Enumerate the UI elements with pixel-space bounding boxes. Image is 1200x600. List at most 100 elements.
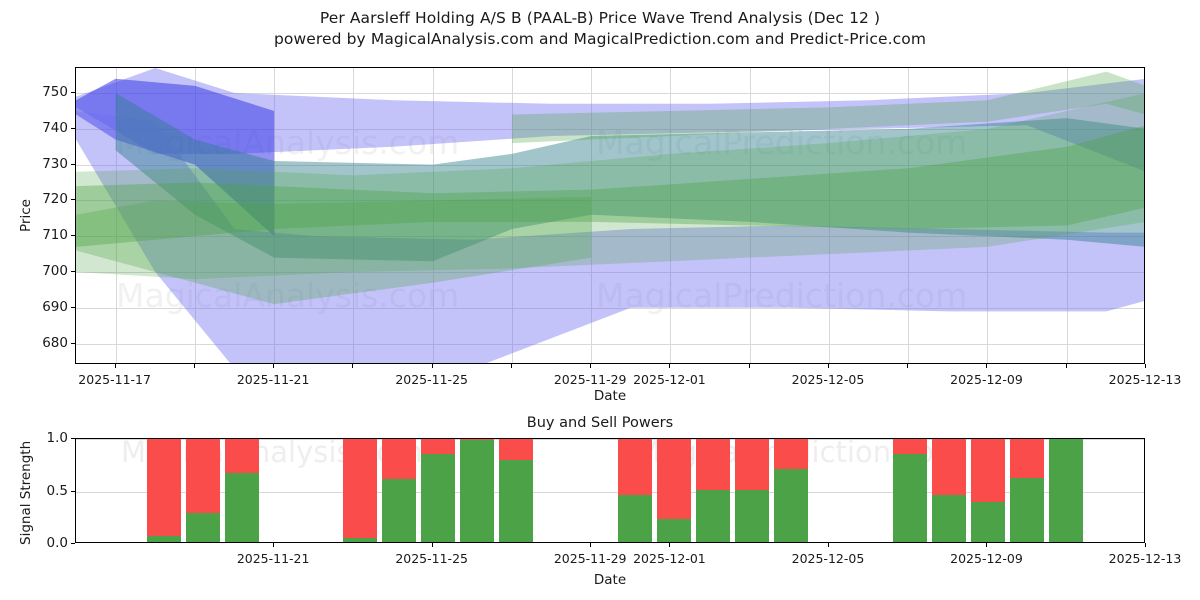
y-tick-mark [71, 543, 75, 544]
x-tick-mark [986, 543, 988, 547]
x-tick-label: 2025-12-13 [1108, 372, 1182, 387]
x-tick-mark [907, 364, 909, 368]
gridline-horizontal [76, 200, 1144, 202]
buy-power-segment [1049, 439, 1083, 542]
signal-bar[interactable] [774, 439, 808, 542]
wave-band-green-band-wide [76, 93, 1144, 280]
buy-power-segment [343, 537, 377, 542]
signal-bar[interactable] [186, 439, 220, 542]
signal-bar[interactable] [382, 439, 416, 542]
signal-bar[interactable] [421, 439, 455, 542]
bottom-chart-y-axis-title: Signal Strength [18, 440, 34, 545]
gridline-vertical [749, 68, 751, 363]
sell-power-segment [932, 439, 966, 495]
y-tick-label: 750 [42, 84, 68, 101]
x-tick-mark [273, 543, 275, 547]
buy-power-segment [460, 440, 494, 542]
x-tick-mark [510, 364, 512, 368]
signal-bar[interactable] [696, 439, 730, 542]
page-subtitle: powered by MagicalAnalysis.com and Magic… [273, 30, 927, 48]
x-tick-mark [193, 364, 195, 368]
signal-bar[interactable] [971, 439, 1005, 542]
x-tick-mark [986, 364, 988, 368]
y-tick-mark [71, 235, 75, 237]
signal-bar[interactable] [893, 439, 927, 542]
buy-power-segment [735, 489, 769, 542]
y-tick-mark [71, 438, 75, 439]
signal-bar[interactable] [1049, 439, 1083, 542]
sell-power-segment [774, 439, 808, 469]
y-tick-mark [71, 92, 75, 94]
buy-power-segment [893, 453, 927, 542]
wave-band-green-band-top-right [511, 71, 1144, 144]
x-tick-mark [590, 364, 592, 368]
top-chart-y-axis-title: Price [18, 199, 34, 232]
y-tick-label: 740 [42, 119, 68, 136]
y-tick-mark [71, 163, 75, 165]
wave-band-blue-band-upper [76, 68, 1144, 171]
sell-power-segment [618, 439, 652, 495]
x-tick-mark [827, 543, 829, 547]
x-tick-mark [669, 364, 671, 368]
gridline-vertical [115, 68, 117, 363]
wave-band-blue-band-dark-left [76, 78, 275, 237]
signal-bar[interactable] [147, 439, 181, 542]
signal-bar[interactable] [657, 439, 691, 542]
y-tick-label: 0.5 [46, 482, 68, 499]
y-tick-label: 680 [42, 334, 68, 351]
y-tick-mark [71, 199, 75, 201]
buy-power-segment [618, 494, 652, 542]
gridline-vertical [194, 68, 196, 363]
x-tick-mark [1065, 364, 1067, 368]
gridline-horizontal [76, 164, 1144, 166]
sell-power-segment [893, 439, 927, 454]
sell-power-segment [1010, 439, 1044, 478]
sell-power-segment [421, 439, 455, 454]
wave-band-green-band-main [76, 125, 1144, 247]
sell-power-segment [343, 439, 377, 538]
chart-title-block: Per Aarsleff Holding A/S B (PAAL-B) Pric… [0, 8, 1200, 50]
buy-power-segment [382, 479, 416, 542]
wave-band-green-band-lower-left [76, 196, 592, 305]
x-tick-label: 2025-11-29 [553, 551, 627, 566]
y-tick-label: 730 [42, 155, 68, 172]
sell-power-segment [971, 439, 1005, 503]
signal-bar[interactable] [735, 439, 769, 542]
x-tick-mark [1145, 543, 1146, 547]
gridline-horizontal [76, 271, 1144, 273]
page-title: Per Aarsleff Holding A/S B (PAAL-B) Pric… [319, 9, 881, 27]
gridline-vertical [987, 68, 989, 363]
x-tick-mark [114, 364, 116, 368]
x-tick-label: 2025-12-05 [791, 372, 865, 387]
x-tick-label: 2025-12-09 [950, 372, 1023, 387]
x-tick-label: 2025-11-29 [553, 372, 627, 387]
x-tick-label: 2025-11-25 [395, 372, 468, 387]
y-tick-label: 700 [42, 262, 68, 279]
gridline-vertical [511, 68, 513, 363]
buy-power-segment [186, 512, 220, 542]
buy-power-segment [932, 494, 966, 542]
signal-bar[interactable] [460, 439, 494, 542]
signal-bar[interactable] [1010, 439, 1044, 542]
buy-power-segment [499, 460, 533, 542]
y-tick-mark [71, 127, 75, 129]
signal-bar[interactable] [225, 439, 259, 542]
x-tick-label: 2025-11-25 [395, 551, 468, 566]
sell-power-segment [735, 439, 769, 490]
x-tick-mark [431, 364, 433, 368]
gridline-vertical [432, 68, 434, 363]
gridline-horizontal [76, 439, 1144, 440]
x-tick-mark [748, 364, 750, 368]
signal-bar[interactable] [932, 439, 966, 542]
sell-power-segment [657, 439, 691, 519]
gridline-vertical [274, 68, 276, 363]
signal-bar[interactable] [343, 439, 377, 542]
signal-bar[interactable] [499, 439, 533, 542]
gridline-vertical [828, 68, 830, 363]
buy-sell-powers-title: Buy and Sell Powers [526, 415, 674, 431]
signal-bar[interactable] [618, 439, 652, 542]
x-tick-label: 2025-12-01 [633, 551, 706, 566]
gridline-vertical [908, 68, 910, 363]
x-tick-label: 2025-12-01 [633, 372, 706, 387]
sell-power-segment [460, 439, 494, 441]
